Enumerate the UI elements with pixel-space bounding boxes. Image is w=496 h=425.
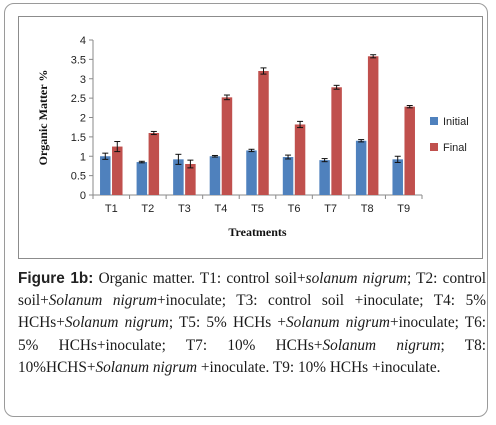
x-tick-label: T3 xyxy=(178,203,191,215)
bar-final-t7 xyxy=(331,87,342,195)
y-tick-label: 1 xyxy=(80,151,86,163)
bar-final-t5 xyxy=(258,71,269,195)
y-tick-label: 0 xyxy=(80,190,86,202)
caption-text: Organic matter. T1: control soil+solanum… xyxy=(18,270,486,376)
caption-segment: ; T8: 10%HCHS+ xyxy=(18,336,486,376)
legend-label-initial: Initial xyxy=(443,116,469,128)
y-tick-label: 3 xyxy=(80,74,86,86)
bar-final-t8 xyxy=(367,56,379,196)
x-tick-label: T1 xyxy=(105,203,118,215)
bar-initial-t5 xyxy=(246,150,257,195)
x-axis-title: Treatments xyxy=(228,225,287,239)
x-tick-label: T4 xyxy=(215,203,228,215)
bar-final-t2 xyxy=(148,133,160,195)
bar-final-t1 xyxy=(112,146,123,195)
y-tick-label: 1.5 xyxy=(71,132,86,144)
y-tick-label: 2.5 xyxy=(71,93,86,105)
x-tick-label: T9 xyxy=(397,203,410,215)
caption-segment: +inoculate; T3: control soil +inoculate;… xyxy=(18,292,486,332)
bar-initial-t8 xyxy=(355,140,367,195)
y-axis-title: Organic Matter % xyxy=(36,70,50,166)
bar-chart: 0 0.5 1 1.5 2 2.5 3 3.5 4 T1 T2 T3 T4 T5 T6 T7 T8 T9 Treat… xyxy=(36,35,469,239)
x-tick-label: T2 xyxy=(141,203,154,215)
chart-area: 0 0.5 1 1.5 2 2.5 3 3.5 4 T1 T2 T3 T4 T5 T6 T7 T8 T9 Treat… xyxy=(18,16,483,259)
caption-species-name: Solanum nigrum xyxy=(286,314,390,332)
bar-initial-t6 xyxy=(282,157,294,195)
caption-segment: ; T2: control soil+ xyxy=(18,270,486,310)
caption-species-name: Solanum nigrum xyxy=(95,358,198,376)
x-tick-label: T5 xyxy=(251,203,264,215)
legend-label-final: Final xyxy=(443,142,467,154)
caption-segment: +inoculate; T6: 5% HCHs+inoculate; T7: 1… xyxy=(18,314,487,354)
y-tick-label: 3.5 xyxy=(71,54,86,66)
caption-segment: Organic matter. T1: control soil+ xyxy=(93,270,306,287)
caption-segment: ; T5: 5% HCHs + xyxy=(168,314,287,332)
figure-frame: 0 0.5 1 1.5 2 2.5 3 3.5 4 T1 T2 T3 T4 T5 T6 T7 T8 T9 Treat… xyxy=(4,3,488,417)
legend-swatch-initial xyxy=(430,117,438,125)
caption-species-name: Solanum nigrum xyxy=(64,314,169,332)
caption-species-name: Solanum nigrum xyxy=(322,336,441,354)
caption-segment: +inoculate. T9: 10% HCHs +inoculate. xyxy=(197,358,441,376)
y-tick-label: 0.5 xyxy=(71,171,86,183)
x-tick-label: T6 xyxy=(288,203,301,215)
caption-species-name: solanum nigrum xyxy=(305,270,407,287)
bar-final-t6 xyxy=(294,124,306,195)
x-tick-label: T8 xyxy=(361,203,374,215)
bar-initial-t1 xyxy=(100,156,111,195)
bar-initial-t4 xyxy=(209,156,221,195)
figure-caption: Figure 1b: Organic matter. T1: control s… xyxy=(18,268,486,379)
bar-final-t9 xyxy=(404,106,415,195)
caption-species-name: Solanum nigrum xyxy=(48,292,158,310)
bar-initial-t2 xyxy=(136,162,148,195)
bar-final-t3 xyxy=(185,164,196,195)
y-tick-label: 4 xyxy=(80,35,86,47)
bar-initial-t9 xyxy=(392,159,403,195)
bar-initial-t7 xyxy=(319,160,330,195)
x-tick-label: T7 xyxy=(324,203,337,215)
bar-final-t4 xyxy=(221,97,233,195)
legend-swatch-final xyxy=(430,143,438,151)
y-tick-label: 2 xyxy=(80,113,86,125)
caption-label: Figure 1b: xyxy=(18,270,94,287)
bar-initial-t3 xyxy=(173,159,184,195)
